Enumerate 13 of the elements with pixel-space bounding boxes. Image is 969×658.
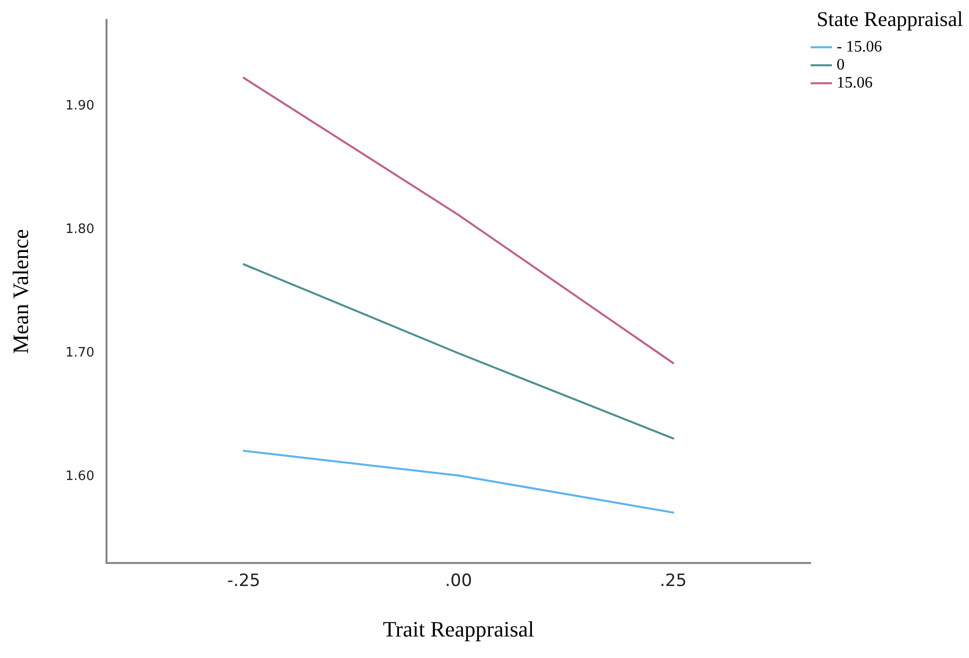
x-axis-title: Trait Reappraisal — [382, 616, 534, 642]
x-tick-label: .25 — [660, 570, 687, 591]
legend-label: - 15.06 — [836, 38, 882, 56]
y-axis-title: Mean Valence — [8, 229, 33, 354]
legend-label: 15.06 — [836, 74, 873, 92]
y-tick-label: 1.80 — [65, 222, 94, 238]
y-tick-label: 1.70 — [65, 346, 94, 361]
y-tick-label: 1.60 — [65, 469, 94, 484]
x-tick-label: .00 — [444, 570, 472, 591]
x-tick-label: -.25 — [227, 570, 260, 591]
legend-label: 0 — [836, 56, 845, 74]
y-tick-label: 1.90 — [65, 98, 94, 114]
legend-title: State Reappraisal — [816, 7, 964, 32]
